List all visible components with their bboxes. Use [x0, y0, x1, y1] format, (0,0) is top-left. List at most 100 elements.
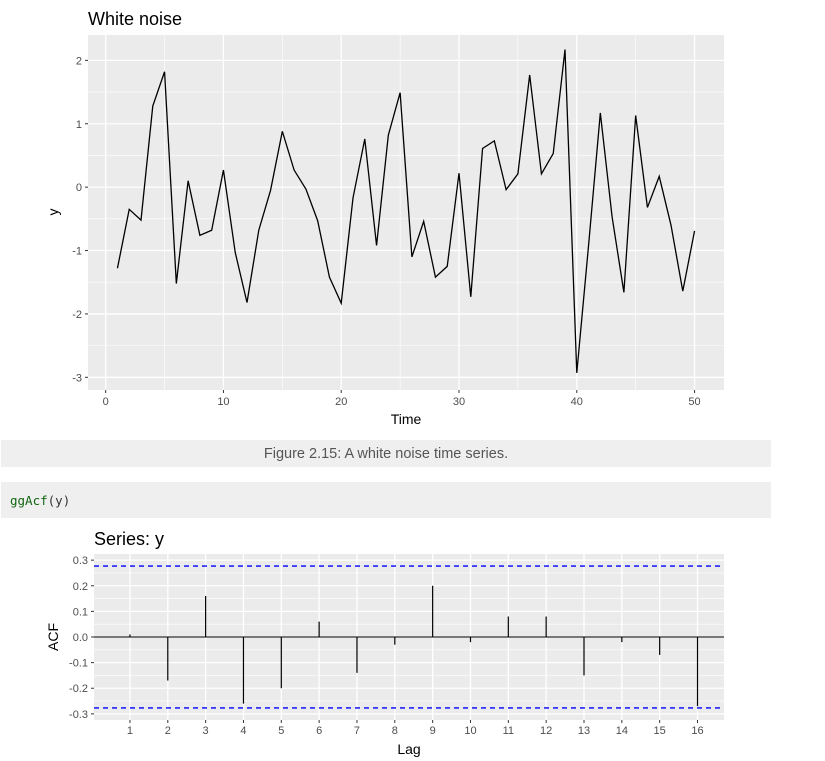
chart1-data-point — [693, 229, 696, 232]
chart2-y-tick-label: 0.1 — [73, 606, 88, 618]
white-noise-chart: White noise 0 10 20 30 40 50 -3 -2 -1 0 1 2 Time y — [45, 9, 724, 427]
chart1-data-point — [670, 224, 673, 227]
chart2-y-tick-label: -0.3 — [69, 709, 88, 721]
chart2-x-tick-label: 3 — [203, 725, 209, 737]
figure-caption: Figure 2.15: A white noise time series. — [1, 440, 771, 467]
chart2-y-tick-label: 0.0 — [73, 632, 88, 644]
chart2-x-tick-label: 5 — [278, 725, 284, 737]
chart1-y-tick-label: -3 — [72, 372, 82, 384]
chart2-x-tick-label: 13 — [578, 725, 590, 737]
chart1-data-point — [151, 105, 154, 108]
chart1-data-point — [516, 172, 519, 175]
chart1-x-tick-label: 40 — [571, 396, 583, 408]
chart1-tick-labels: 0 10 20 30 40 50 -3 -2 -1 0 1 2 — [72, 55, 700, 408]
chart1-data-point — [646, 206, 649, 209]
chart1-data-point — [446, 265, 449, 268]
chart2-y-tick-label: 0.3 — [73, 555, 88, 567]
chart1-data-point — [246, 301, 249, 304]
chart1-data-point — [599, 111, 602, 114]
chart2-x-tick-label: 14 — [616, 725, 628, 737]
chart1-y-tick-label: 2 — [76, 55, 82, 67]
chart1-data-point — [316, 219, 319, 222]
chart1-data-point — [552, 152, 555, 155]
code-block: ggAcf (y) — [1, 482, 771, 518]
chart1-y-tick-label: -1 — [72, 246, 82, 258]
chart1-data-point — [469, 295, 472, 298]
chart2-y-tick-label: 0.2 — [73, 581, 88, 593]
chart1-data-point — [434, 276, 437, 279]
acf-chart: Series: y -0.3-0.2-0.10.00.10.20.31 2 3 4 5 6… — [45, 529, 724, 757]
chart2-confidence-lines — [94, 565, 724, 709]
chart1-y-tick-label: 1 — [76, 119, 82, 131]
chart1-data-point — [328, 276, 331, 279]
chart1-data-point — [387, 134, 390, 137]
chart1-data-point — [410, 255, 413, 258]
chart1-data-point — [269, 189, 272, 192]
chart2-x-tick-label: 2 — [165, 725, 171, 737]
chart2-x-axis-label: Lag — [397, 741, 420, 757]
chart2-y-tick-label: -0.2 — [69, 683, 88, 695]
chart1-data-point — [493, 139, 496, 142]
chart1-data-point — [528, 73, 531, 76]
chart2-x-tick-label: 4 — [240, 725, 246, 737]
chart1-x-tick-label: 0 — [103, 396, 109, 408]
chart1-data-point — [505, 188, 508, 191]
chart2-x-tick-label: 1 — [127, 725, 133, 737]
chart1-y-tick-label: -2 — [72, 309, 82, 321]
chart1-data-point — [575, 371, 578, 374]
chart2-tick-labels: -0.3-0.2-0.10.00.10.20.31 2 3 4 5 6 7 8 9 10 11 12 1… — [69, 555, 704, 737]
chart2-x-tick-label: 6 — [316, 725, 322, 737]
chart1-data-point — [340, 302, 343, 305]
chart2-x-tick-label: 11 — [503, 725, 514, 737]
chart1-data-point — [587, 244, 590, 247]
chart1-data-point — [658, 175, 661, 178]
chart1-data-point — [210, 229, 213, 232]
code-args: (y) — [47, 492, 71, 508]
chart1-data-point — [257, 229, 260, 232]
chart2-y-axis-label: ACF — [45, 623, 61, 651]
chart1-x-axis-label: Time — [391, 411, 422, 427]
chart2-title: Series: y — [94, 529, 164, 549]
chart1-y-tick-label: 0 — [76, 182, 82, 194]
chart1-data-point — [564, 48, 567, 51]
chart1-data-point — [458, 172, 461, 175]
chart1-data-point — [681, 290, 684, 293]
chart1-data-point — [399, 91, 402, 94]
chart1-data-point — [304, 188, 307, 191]
chart1-data-point — [622, 291, 625, 294]
chart1-data-point — [375, 244, 378, 247]
chart1-data-point — [222, 169, 225, 172]
chart1-y-axis-label: y — [45, 209, 61, 216]
chart2-x-tick-label: 16 — [691, 725, 703, 737]
chart1-data-point — [422, 220, 425, 223]
chart1-data-point — [293, 169, 296, 172]
chart1-series-line — [116, 49, 696, 373]
chart1-title: White noise — [88, 9, 182, 29]
chart1-data-point — [540, 172, 543, 175]
chart1-data-point — [352, 196, 355, 199]
chart1-data-point — [198, 234, 201, 237]
chart1-data-point — [128, 208, 131, 211]
chart1-data-point — [140, 219, 143, 222]
chart2-x-tick-label: 15 — [654, 725, 666, 737]
chart1-data-point — [611, 215, 614, 218]
chart1-data-point — [234, 251, 237, 254]
chart1-data-point — [187, 179, 190, 182]
chart1-data-point — [116, 267, 119, 270]
chart2-x-tick-label: 7 — [354, 725, 360, 737]
chart2-x-tick-label: 12 — [540, 725, 552, 737]
chart1-data-point — [163, 70, 166, 73]
chart2-y-tick-label: -0.1 — [69, 658, 88, 670]
chart1-x-tick-label: 20 — [335, 396, 347, 408]
chart1-x-tick-label: 10 — [217, 396, 229, 408]
chart2-x-tick-label: 8 — [392, 725, 398, 737]
chart1-panel — [88, 35, 724, 390]
chart1-data-point — [175, 282, 178, 285]
chart1-data-point — [634, 114, 637, 117]
chart2-acf-bars — [94, 585, 724, 707]
chart1-data-point — [281, 130, 284, 133]
code-function: ggAcf — [10, 492, 48, 508]
chart1-data-point — [363, 137, 366, 140]
chart1-x-tick-label: 30 — [453, 396, 465, 408]
chart1-data-point — [481, 147, 484, 150]
